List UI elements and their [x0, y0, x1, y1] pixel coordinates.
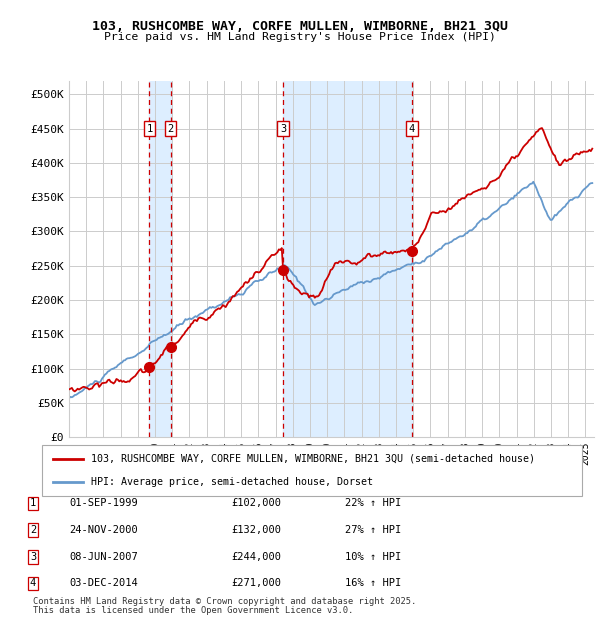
- Text: Contains HM Land Registry data © Crown copyright and database right 2025.: Contains HM Land Registry data © Crown c…: [33, 597, 416, 606]
- Text: 2: 2: [30, 525, 36, 535]
- Text: 103, RUSHCOMBE WAY, CORFE MULLEN, WIMBORNE, BH21 3QU (semi-detached house): 103, RUSHCOMBE WAY, CORFE MULLEN, WIMBOR…: [91, 454, 535, 464]
- Text: 22% ↑ HPI: 22% ↑ HPI: [345, 498, 401, 508]
- Text: 103, RUSHCOMBE WAY, CORFE MULLEN, WIMBORNE, BH21 3QU: 103, RUSHCOMBE WAY, CORFE MULLEN, WIMBOR…: [92, 20, 508, 33]
- Text: £132,000: £132,000: [231, 525, 281, 535]
- Text: 24-NOV-2000: 24-NOV-2000: [69, 525, 138, 535]
- Text: This data is licensed under the Open Government Licence v3.0.: This data is licensed under the Open Gov…: [33, 606, 353, 615]
- Text: 1: 1: [146, 123, 152, 133]
- Text: 4: 4: [409, 123, 415, 133]
- Text: 4: 4: [30, 578, 36, 588]
- Text: 3: 3: [280, 123, 286, 133]
- FancyBboxPatch shape: [42, 445, 582, 496]
- Text: HPI: Average price, semi-detached house, Dorset: HPI: Average price, semi-detached house,…: [91, 477, 373, 487]
- Text: 08-JUN-2007: 08-JUN-2007: [69, 552, 138, 562]
- Bar: [149, 81, 170, 437]
- Text: £102,000: £102,000: [231, 498, 281, 508]
- Text: £271,000: £271,000: [231, 578, 281, 588]
- Text: £244,000: £244,000: [231, 552, 281, 562]
- Text: 10% ↑ HPI: 10% ↑ HPI: [345, 552, 401, 562]
- Text: 1: 1: [30, 498, 36, 508]
- Text: 3: 3: [30, 552, 36, 562]
- Text: 16% ↑ HPI: 16% ↑ HPI: [345, 578, 401, 588]
- Bar: [283, 81, 412, 437]
- Text: 03-DEC-2014: 03-DEC-2014: [69, 578, 138, 588]
- Text: 2: 2: [167, 123, 173, 133]
- Text: 01-SEP-1999: 01-SEP-1999: [69, 498, 138, 508]
- Text: 27% ↑ HPI: 27% ↑ HPI: [345, 525, 401, 535]
- Text: Price paid vs. HM Land Registry's House Price Index (HPI): Price paid vs. HM Land Registry's House …: [104, 32, 496, 42]
